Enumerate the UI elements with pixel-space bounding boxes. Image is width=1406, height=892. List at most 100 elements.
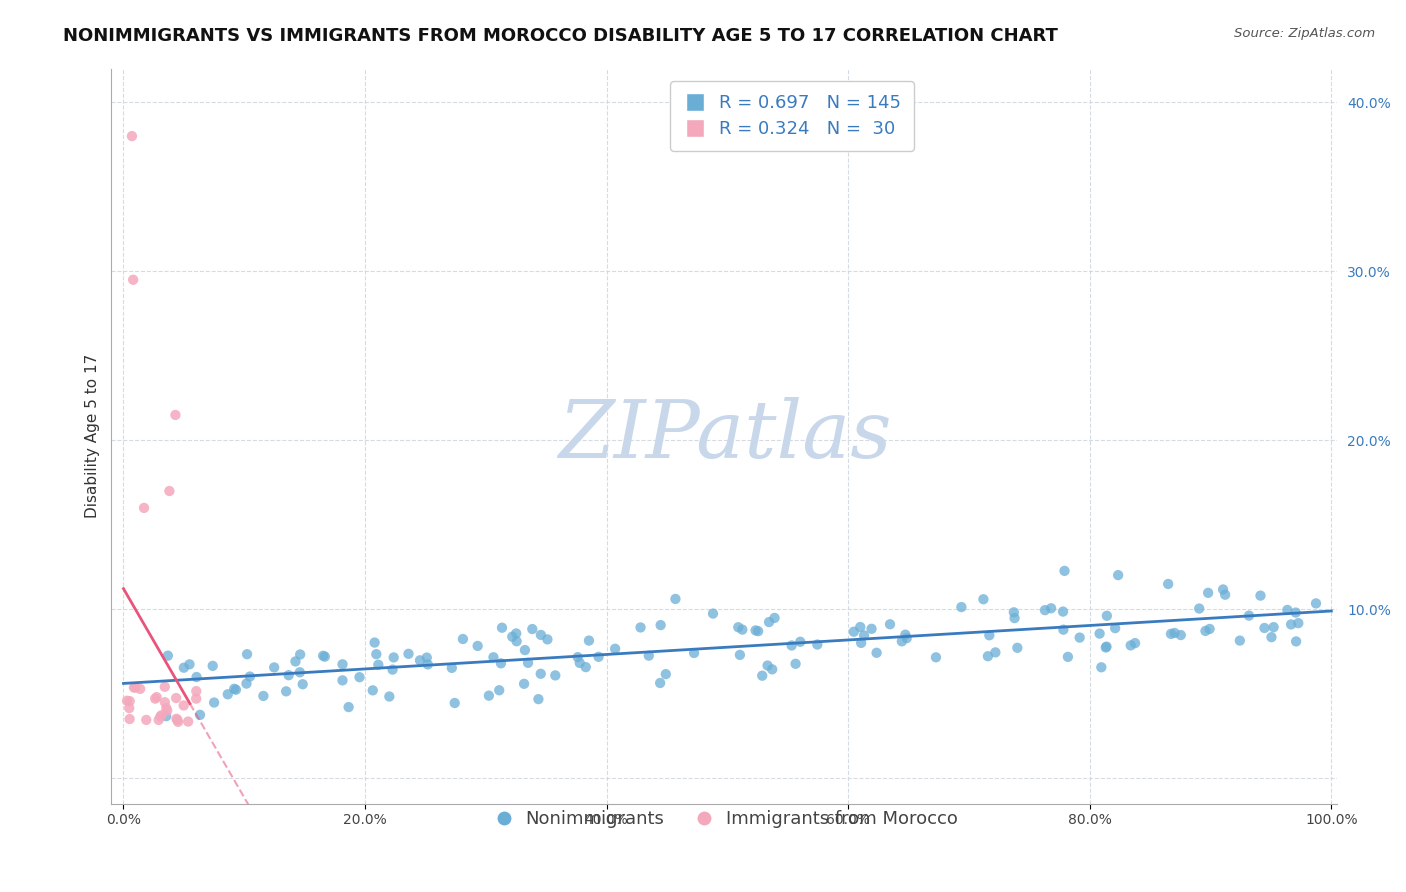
- Point: [865, 646, 887, 660]
- Point: [1286, 616, 1309, 631]
- Point: [173, 661, 195, 675]
- Point: [416, 657, 439, 672]
- Point: [167, 714, 190, 729]
- Point: [1237, 608, 1260, 623]
- Point: [517, 656, 540, 670]
- Point: [1107, 568, 1129, 582]
- Point: [381, 663, 404, 677]
- Point: [728, 648, 751, 662]
- Point: [1053, 564, 1076, 578]
- Point: [1033, 603, 1056, 617]
- Point: [314, 649, 336, 664]
- Point: [860, 622, 883, 636]
- Point: [478, 689, 501, 703]
- Point: [382, 650, 405, 665]
- Point: [1285, 606, 1308, 620]
- Point: [177, 714, 200, 729]
- Point: [129, 681, 152, 696]
- Point: [121, 129, 143, 144]
- Point: [1213, 588, 1236, 602]
- Point: [489, 657, 512, 671]
- Point: [513, 677, 536, 691]
- Point: [849, 636, 872, 650]
- Point: [575, 660, 598, 674]
- Point: [1194, 624, 1216, 638]
- Point: [637, 648, 659, 663]
- Point: [1253, 621, 1275, 635]
- Point: [747, 624, 769, 639]
- Point: [1163, 626, 1185, 640]
- Point: [409, 653, 432, 667]
- Point: [157, 483, 180, 498]
- Y-axis label: Disability Age 5 to 17: Disability Age 5 to 17: [86, 354, 100, 518]
- Point: [950, 600, 973, 615]
- Point: [925, 650, 948, 665]
- Point: [683, 646, 706, 660]
- Point: [153, 680, 176, 694]
- Point: [166, 713, 188, 727]
- Point: [155, 709, 177, 723]
- Point: [349, 670, 371, 684]
- Point: [761, 662, 783, 676]
- Point: [1285, 634, 1308, 648]
- Point: [505, 626, 527, 640]
- Point: [122, 273, 145, 287]
- Point: [367, 657, 389, 672]
- Point: [578, 633, 600, 648]
- Point: [291, 677, 314, 691]
- Point: [1090, 660, 1112, 674]
- Point: [1160, 627, 1182, 641]
- Point: [567, 650, 589, 665]
- Point: [150, 708, 173, 723]
- Point: [1229, 633, 1251, 648]
- Point: [588, 649, 610, 664]
- Point: [165, 408, 187, 422]
- Point: [751, 669, 773, 683]
- Point: [179, 657, 201, 672]
- Point: [332, 673, 354, 688]
- Point: [186, 691, 208, 706]
- Point: [1197, 586, 1219, 600]
- Point: [731, 623, 754, 637]
- Point: [288, 665, 311, 680]
- Point: [263, 660, 285, 674]
- Legend: Nonimmigrants, Immigrants from Morocco: Nonimmigrants, Immigrants from Morocco: [484, 803, 965, 835]
- Point: [979, 628, 1001, 642]
- Point: [1052, 623, 1074, 637]
- Point: [530, 628, 553, 642]
- Point: [1052, 605, 1074, 619]
- Point: [156, 648, 179, 663]
- Point: [235, 676, 257, 690]
- Point: [1277, 603, 1299, 617]
- Text: ZIPatlas: ZIPatlas: [558, 397, 891, 475]
- Point: [337, 700, 360, 714]
- Point: [1069, 631, 1091, 645]
- Point: [312, 648, 335, 663]
- Point: [650, 618, 672, 632]
- Point: [217, 687, 239, 701]
- Point: [544, 668, 567, 682]
- Point: [482, 650, 505, 665]
- Point: [186, 684, 208, 698]
- Point: [789, 634, 811, 648]
- Point: [630, 620, 652, 634]
- Point: [118, 712, 141, 726]
- Point: [984, 645, 1007, 659]
- Point: [530, 666, 553, 681]
- Text: NONIMMIGRANTS VS IMMIGRANTS FROM MOROCCO DISABILITY AGE 5 TO 17 CORRELATION CHAR: NONIMMIGRANTS VS IMMIGRANTS FROM MOROCCO…: [63, 27, 1059, 45]
- Point: [853, 628, 876, 642]
- Point: [440, 661, 463, 675]
- Point: [361, 683, 384, 698]
- Point: [277, 668, 299, 682]
- Point: [132, 500, 155, 515]
- Point: [1002, 605, 1025, 619]
- Point: [276, 684, 298, 698]
- Point: [1057, 649, 1080, 664]
- Point: [1198, 622, 1220, 636]
- Point: [443, 696, 465, 710]
- Point: [1088, 626, 1111, 640]
- Point: [1094, 640, 1116, 655]
- Point: [165, 691, 187, 706]
- Point: [806, 638, 828, 652]
- Point: [785, 657, 807, 671]
